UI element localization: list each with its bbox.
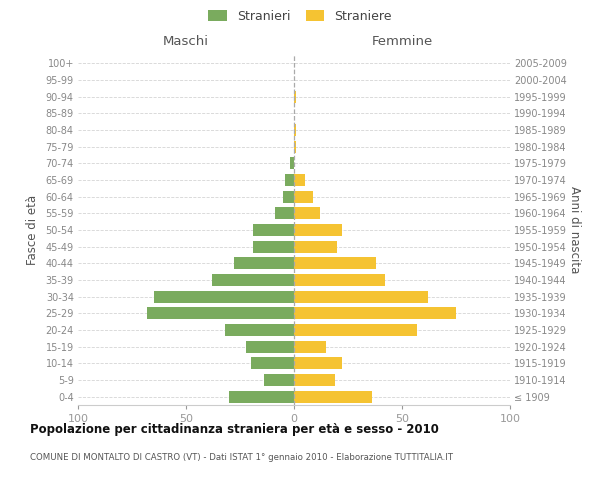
- Bar: [264, 374, 294, 386]
- Bar: [294, 224, 341, 236]
- Legend: Stranieri, Straniere: Stranieri, Straniere: [205, 6, 395, 26]
- Bar: [294, 140, 296, 152]
- Bar: [154, 290, 294, 302]
- Y-axis label: Fasce di età: Fasce di età: [26, 195, 38, 265]
- Bar: [294, 124, 296, 136]
- Bar: [294, 90, 296, 102]
- Bar: [294, 324, 417, 336]
- Bar: [294, 190, 313, 202]
- Bar: [294, 308, 456, 320]
- Bar: [147, 308, 294, 320]
- Bar: [253, 240, 294, 252]
- Bar: [294, 358, 341, 370]
- Text: COMUNE DI MONTALTO DI CASTRO (VT) - Dati ISTAT 1° gennaio 2010 - Elaborazione TU: COMUNE DI MONTALTO DI CASTRO (VT) - Dati…: [30, 452, 453, 462]
- Bar: [286, 174, 294, 186]
- Bar: [212, 274, 294, 286]
- Text: Popolazione per cittadinanza straniera per età e sesso - 2010: Popolazione per cittadinanza straniera p…: [30, 422, 439, 436]
- Bar: [253, 224, 294, 236]
- Bar: [294, 258, 376, 270]
- Bar: [294, 240, 337, 252]
- Bar: [294, 174, 305, 186]
- Bar: [294, 390, 372, 402]
- Bar: [233, 258, 294, 270]
- Text: Femmine: Femmine: [371, 35, 433, 48]
- Bar: [283, 190, 294, 202]
- Text: Maschi: Maschi: [163, 35, 209, 48]
- Bar: [294, 274, 385, 286]
- Bar: [275, 208, 294, 220]
- Bar: [294, 374, 335, 386]
- Bar: [225, 324, 294, 336]
- Bar: [294, 208, 320, 220]
- Bar: [290, 158, 294, 170]
- Bar: [229, 390, 294, 402]
- Bar: [247, 340, 294, 352]
- Bar: [251, 358, 294, 370]
- Bar: [294, 340, 326, 352]
- Y-axis label: Anni di nascita: Anni di nascita: [568, 186, 581, 274]
- Bar: [294, 290, 428, 302]
